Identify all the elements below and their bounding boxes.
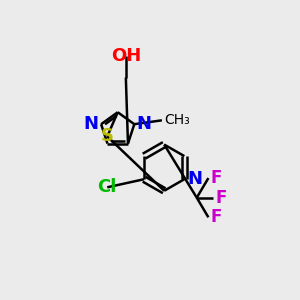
Text: N: N [188,170,203,188]
Text: CH₃: CH₃ [164,113,190,127]
Text: F: F [211,169,222,187]
Text: OH: OH [111,46,141,64]
Text: Cl: Cl [98,178,117,196]
Text: N: N [136,115,152,133]
Text: F: F [215,189,227,207]
Text: S: S [101,128,114,146]
Text: N: N [84,115,99,133]
Text: F: F [211,208,222,226]
